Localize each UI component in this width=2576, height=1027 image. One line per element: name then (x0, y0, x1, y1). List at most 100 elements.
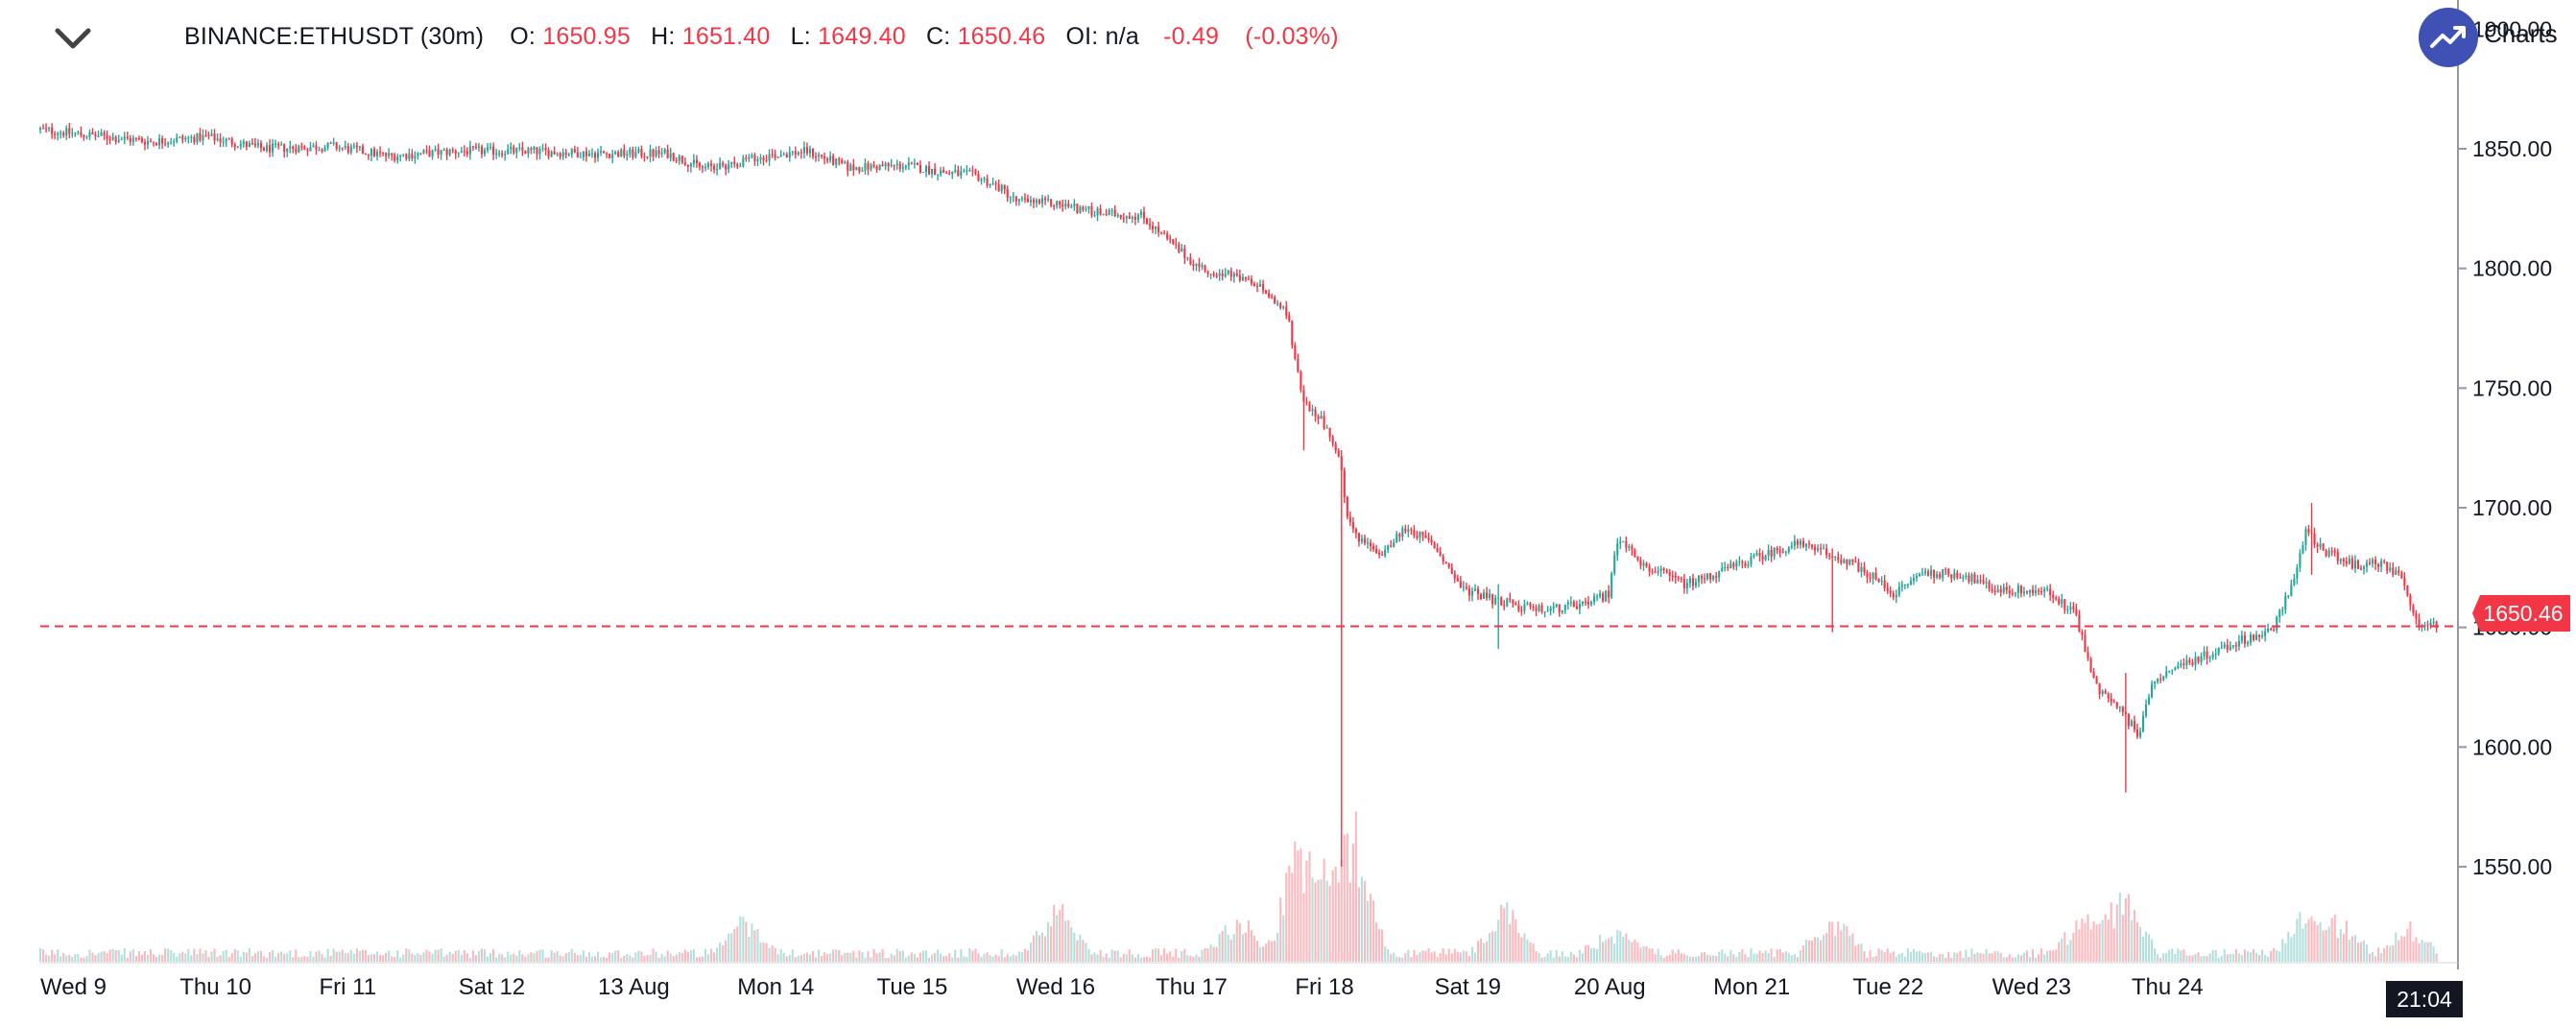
candle (921, 171, 925, 174)
volume-bar (1407, 949, 1410, 962)
candle-body (1070, 205, 1073, 207)
volume-bar (1163, 948, 1166, 962)
volume-bar (614, 950, 617, 962)
candle-body (901, 167, 904, 169)
candle (152, 141, 155, 147)
volume-bar (1915, 951, 1919, 962)
volume-bar (1610, 936, 1613, 962)
candle-body (1346, 496, 1348, 517)
volume-bar (849, 952, 852, 962)
candle-body (321, 149, 323, 152)
candle-body (632, 149, 634, 157)
volume-bar (1918, 950, 1921, 962)
chevron-down-icon[interactable] (50, 21, 96, 60)
symbol-label[interactable]: BINANCE:ETHUSDT (30m) (184, 23, 485, 50)
volume-bar (1942, 953, 1944, 962)
volume-bar (1715, 956, 1718, 962)
candle (286, 148, 289, 157)
candle (1634, 548, 1636, 559)
volume-bar (120, 954, 123, 962)
candle-body (811, 148, 815, 157)
candle (408, 148, 411, 162)
candle (521, 141, 524, 156)
candle (1662, 566, 1665, 574)
brand-logo[interactable] (2419, 8, 2478, 67)
candle (329, 141, 332, 144)
volume-bar (2075, 920, 2078, 962)
candle-body (1654, 571, 1657, 573)
candle (97, 130, 100, 138)
volume-bar (797, 955, 799, 962)
volume-bar (1572, 954, 1575, 962)
candle-body (1813, 546, 1817, 551)
volume-bar (1900, 952, 1903, 962)
candle-body (907, 162, 910, 166)
candle-body (1520, 609, 1523, 611)
volume-bar (1906, 948, 1909, 962)
volume-bar (666, 950, 669, 962)
candle (1558, 604, 1561, 617)
volume-bar (411, 953, 414, 962)
candle (146, 135, 150, 150)
candle (495, 149, 498, 159)
candle (277, 141, 280, 150)
candle (713, 163, 716, 174)
candle (1241, 274, 1244, 281)
candle-body (1642, 562, 1645, 566)
candle (489, 142, 492, 151)
volume-bar (838, 949, 841, 962)
candle-body (719, 162, 722, 170)
candle-body (1427, 537, 1430, 540)
volume-bar (1255, 941, 1259, 962)
candle-body (1616, 543, 1619, 556)
volume-bar (326, 948, 329, 962)
candle-body (1706, 573, 1709, 579)
candle-body (1020, 198, 1023, 200)
candle (1639, 556, 1642, 570)
candle (590, 148, 594, 158)
candle (123, 131, 126, 145)
candle-body (1212, 274, 1215, 275)
candle (303, 145, 306, 151)
candle-body (1825, 548, 1828, 556)
candle (1563, 604, 1566, 614)
brand-text[interactable]: Charts (2484, 19, 2558, 48)
volume-bar (498, 953, 501, 962)
candle (1970, 572, 1973, 585)
candle-body (2365, 562, 2369, 567)
candle (2031, 585, 2035, 597)
candle (1930, 564, 1933, 580)
volume-bar (1381, 929, 1384, 962)
volume-bar (1175, 948, 1178, 962)
volume-bar (1430, 952, 1433, 962)
volume-bar (1421, 950, 1424, 962)
candle-body (323, 147, 326, 152)
volume-bar (1807, 940, 1811, 962)
candle-body (1500, 597, 1503, 606)
candle-body (1393, 542, 1395, 547)
candle (1947, 567, 1950, 578)
candle (2287, 594, 2290, 599)
candle (1993, 585, 1996, 596)
candle-body (1523, 604, 1526, 611)
volume-bar (2403, 936, 2406, 962)
candle-body (225, 138, 227, 142)
candle (2350, 555, 2353, 570)
candle-body (2261, 635, 2264, 637)
volume-bar (1271, 941, 1274, 962)
candle (884, 161, 887, 171)
volume-bar (739, 916, 742, 962)
volume-bar (716, 947, 719, 962)
candle (94, 131, 97, 141)
volume-bar (2162, 953, 2165, 962)
candle (361, 143, 364, 155)
volume-bar (623, 956, 626, 962)
candle-body (1099, 208, 1102, 215)
candle (457, 152, 460, 158)
candle-body (77, 131, 80, 133)
candle (1529, 602, 1532, 610)
candle-body (1834, 557, 1837, 559)
candle-body (361, 146, 364, 154)
candle (344, 140, 346, 151)
